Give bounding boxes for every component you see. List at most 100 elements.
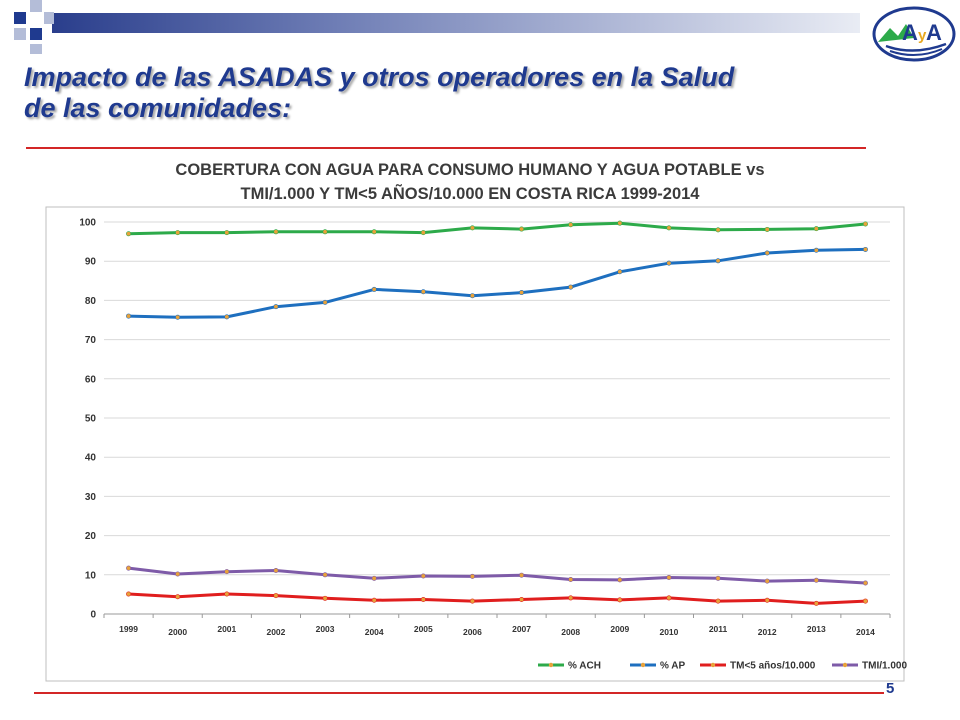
data-point bbox=[126, 565, 132, 571]
y-tick-label: 0 bbox=[90, 610, 96, 621]
data-point bbox=[666, 225, 672, 231]
deco-square bbox=[30, 44, 42, 54]
data-point bbox=[617, 597, 623, 603]
slide-title-line-1: Impacto de las ASADAS y otros operadores… bbox=[24, 62, 735, 92]
data-point bbox=[617, 269, 623, 275]
data-point bbox=[715, 258, 721, 264]
data-point bbox=[175, 571, 181, 577]
data-point bbox=[322, 595, 328, 601]
data-point bbox=[420, 573, 426, 579]
data-point bbox=[666, 260, 672, 266]
series-line-2 bbox=[128, 592, 866, 605]
legend-marker bbox=[710, 662, 716, 668]
slide-title-line-2: de las comunidades: bbox=[24, 93, 292, 123]
y-tick-label: 80 bbox=[85, 296, 97, 307]
x-tick-label: 2011 bbox=[709, 624, 728, 634]
x-tick-label: 2007 bbox=[512, 624, 531, 634]
data-point bbox=[175, 594, 181, 600]
data-point bbox=[617, 220, 623, 226]
data-point bbox=[568, 577, 574, 583]
svg-text:A: A bbox=[926, 20, 942, 45]
deco-square bbox=[14, 28, 26, 40]
x-tick-label: 2008 bbox=[561, 627, 580, 637]
data-point bbox=[764, 226, 770, 232]
data-point bbox=[764, 250, 770, 256]
data-point bbox=[224, 591, 230, 597]
data-point bbox=[813, 247, 819, 253]
data-point bbox=[175, 314, 181, 320]
title-divider bbox=[26, 147, 866, 149]
data-point bbox=[322, 299, 328, 305]
legend-label: TMI/1.000 bbox=[862, 661, 907, 672]
data-point bbox=[568, 222, 574, 228]
legend-marker bbox=[842, 662, 848, 668]
data-point bbox=[519, 596, 525, 602]
gridlines bbox=[103, 221, 891, 618]
data-point bbox=[666, 575, 672, 581]
data-point bbox=[469, 598, 475, 604]
x-tick-label: 2005 bbox=[414, 624, 433, 634]
data-point bbox=[224, 569, 230, 575]
data-point bbox=[371, 286, 377, 292]
deco-square bbox=[30, 0, 42, 12]
data-point bbox=[568, 595, 574, 601]
data-point bbox=[519, 572, 525, 578]
data-point bbox=[371, 575, 377, 581]
x-tick-label: 2013 bbox=[807, 624, 826, 634]
data-point bbox=[420, 596, 426, 602]
x-tick-label: 2000 bbox=[168, 627, 187, 637]
data-point bbox=[371, 229, 377, 235]
data-point bbox=[862, 580, 868, 586]
data-point bbox=[371, 597, 377, 603]
header-gradient-band bbox=[52, 13, 860, 33]
y-tick-label: 70 bbox=[85, 335, 97, 346]
x-tick-label: 2003 bbox=[316, 624, 335, 634]
y-tick-label: 30 bbox=[85, 492, 97, 503]
x-axis-tick-labels: 1999 2000 2001 2002 2003 2004 2005 2006 2007 2008… bbox=[119, 624, 875, 637]
y-tick-label: 40 bbox=[85, 453, 97, 464]
data-point bbox=[175, 230, 181, 236]
x-tick-label: 1999 bbox=[119, 624, 138, 634]
footer-divider bbox=[34, 692, 884, 694]
data-point bbox=[469, 293, 475, 299]
y-tick-label: 90 bbox=[85, 257, 97, 268]
aya-logo: A y A bbox=[872, 6, 956, 62]
data-point bbox=[862, 221, 868, 227]
data-point bbox=[420, 230, 426, 236]
data-point bbox=[126, 231, 132, 237]
svg-text:y: y bbox=[918, 27, 927, 44]
y-tick-label: 20 bbox=[85, 531, 97, 542]
slide-title: Impacto de las ASADAS y otros operadores… bbox=[24, 62, 884, 124]
x-tick-label: 2009 bbox=[610, 624, 629, 634]
data-point bbox=[224, 314, 230, 320]
x-tick-label: 2006 bbox=[463, 627, 482, 637]
y-tick-label: 50 bbox=[85, 414, 97, 425]
legend-marker bbox=[548, 662, 554, 668]
data-point bbox=[813, 577, 819, 583]
x-tick-label: 2012 bbox=[758, 627, 777, 637]
x-tick-label: 2004 bbox=[365, 627, 384, 637]
data-point bbox=[469, 573, 475, 579]
data-point bbox=[813, 600, 819, 606]
data-point bbox=[715, 598, 721, 604]
data-point bbox=[273, 593, 279, 599]
y-tick-label: 60 bbox=[85, 374, 97, 385]
data-point bbox=[617, 577, 623, 583]
data-point bbox=[568, 284, 574, 290]
data-point bbox=[862, 598, 868, 604]
data-point bbox=[764, 578, 770, 584]
data-point bbox=[666, 595, 672, 601]
legend-label: TM<5 años/10.000 bbox=[730, 661, 816, 672]
series-line-3 bbox=[128, 566, 866, 585]
data-point bbox=[715, 575, 721, 581]
data-point bbox=[764, 597, 770, 603]
data-point bbox=[273, 567, 279, 573]
data-point bbox=[322, 229, 328, 235]
y-tick-label: 10 bbox=[85, 570, 97, 581]
data-point bbox=[273, 229, 279, 235]
y-tick-label: 100 bbox=[79, 218, 96, 229]
legend-label: % ACH bbox=[568, 661, 601, 672]
x-tick-label: 2014 bbox=[856, 627, 875, 637]
page-number: 5 bbox=[886, 680, 895, 697]
